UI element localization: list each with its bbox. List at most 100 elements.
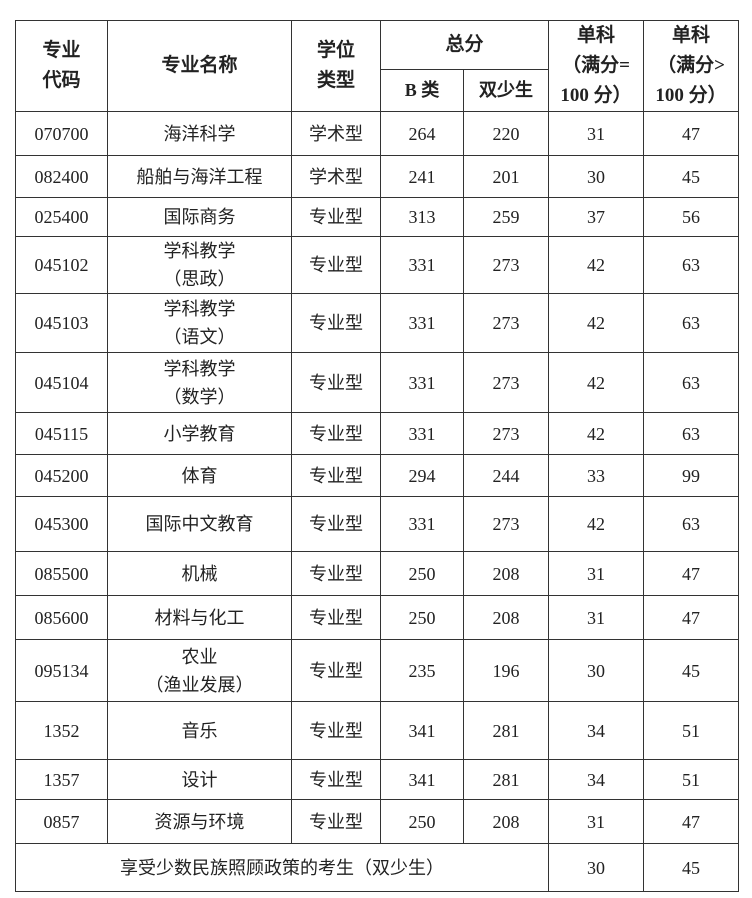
major-name: 海洋科学: [107, 111, 292, 156]
degree-type: 专业型: [291, 293, 381, 353]
total-sss: 208: [462, 799, 550, 844]
header-single-gt100: 单科 （满分> 100 分）: [643, 20, 740, 112]
major-name: 资源与环境: [107, 799, 292, 844]
total-b: 241: [380, 155, 464, 198]
single-gt100: 51: [643, 759, 740, 800]
single-gt100: 63: [643, 293, 740, 353]
degree-type: 专业型: [291, 551, 381, 596]
total-sss: 220: [462, 111, 550, 156]
single-gt100: 63: [643, 412, 740, 455]
major-name: 机械: [107, 551, 292, 596]
degree-type: 专业型: [291, 236, 381, 294]
major-code: 045102: [15, 236, 108, 294]
major-code: 085600: [15, 595, 108, 640]
single-gt100: 47: [643, 551, 740, 596]
total-b: 250: [380, 551, 464, 596]
degree-type: 专业型: [291, 454, 381, 497]
single-gt100: 51: [643, 701, 740, 760]
single-gt100: 63: [643, 496, 740, 552]
total-b: 331: [380, 496, 464, 552]
table-row: 1357 设计 专业型 341 281 34 51: [15, 759, 740, 800]
total-b: 264: [380, 111, 464, 156]
single-gt100: 47: [643, 595, 740, 640]
total-sss: 259: [462, 197, 550, 237]
table-row: 045115 小学教育 专业型 331 273 42 63: [15, 412, 740, 455]
major-code: 045115: [15, 412, 108, 455]
total-sss: 273: [462, 352, 550, 413]
total-b: 331: [380, 352, 464, 413]
single-gt100: 99: [643, 454, 740, 497]
degree-type: 学术型: [291, 111, 381, 156]
single-100: 31: [548, 551, 645, 596]
header-total-b: B 类: [380, 68, 464, 113]
header-total: 总分: [379, 20, 550, 70]
total-sss: 201: [462, 155, 550, 198]
major-code: 095134: [15, 639, 108, 702]
single-100: 30: [548, 639, 645, 702]
degree-type: 专业型: [291, 595, 381, 640]
score-table: 专业 代码 专业名称 学位 类型 总分 单科 （满分= 100 分） 单科 （满分> 100…: [14, 20, 740, 892]
major-name: 国际商务: [107, 197, 292, 237]
total-b: 250: [380, 799, 464, 844]
total-sss: 244: [462, 454, 550, 497]
total-sss: 281: [462, 759, 550, 800]
major-code: 1352: [15, 701, 108, 760]
header-code: 专业 代码: [15, 20, 108, 112]
total-b: 331: [380, 293, 464, 353]
total-b: 250: [380, 595, 464, 640]
major-name: 小学教育: [107, 412, 292, 455]
degree-type: 专业型: [291, 412, 381, 455]
degree-type: 专业型: [291, 352, 381, 413]
major-code: 045200: [15, 454, 108, 497]
table-row: 085600 材料与化工 专业型 250 208 31 47: [15, 595, 740, 640]
single-100: 42: [548, 496, 645, 552]
total-b: 235: [380, 639, 464, 702]
total-b: 341: [380, 759, 464, 800]
footer-label: 享受少数民族照顾政策的考生（双少生）: [14, 843, 550, 892]
major-code: 0857: [15, 799, 108, 844]
table-row: 045102 学科教学 （思政） 专业型 331 273 42 63: [15, 236, 740, 294]
degree-type: 学术型: [291, 155, 381, 198]
table-row: 045300 国际中文教育 专业型 331 273 42 63: [15, 496, 740, 552]
header-degree: 学位 类型: [291, 20, 381, 112]
major-code: 045103: [15, 293, 108, 353]
table-row: 045200 体育 专业型 294 244 33 99: [15, 454, 740, 497]
single-100: 37: [548, 197, 645, 237]
major-code: 045104: [15, 352, 108, 413]
major-name: 国际中文教育: [107, 496, 292, 552]
major-name: 体育: [107, 454, 292, 497]
total-sss: 273: [462, 293, 550, 353]
degree-type: 专业型: [291, 496, 381, 552]
major-name: 学科教学 （语文）: [107, 293, 292, 353]
total-sss: 196: [462, 639, 550, 702]
total-sss: 273: [462, 496, 550, 552]
single-100: 34: [548, 701, 645, 760]
header-single-100: 单科 （满分= 100 分）: [548, 20, 645, 112]
major-code: 045300: [15, 496, 108, 552]
table-row: 025400 国际商务 专业型 313 259 37 56: [15, 197, 740, 237]
major-name: 设计: [107, 759, 292, 800]
major-name: 音乐: [107, 701, 292, 760]
major-code: 082400: [15, 155, 108, 198]
major-code: 1357: [15, 759, 108, 800]
major-name: 学科教学 （数学）: [107, 352, 292, 413]
degree-type: 专业型: [291, 799, 381, 844]
single-100: 30: [548, 155, 645, 198]
major-code: 070700: [15, 111, 108, 156]
single-100: 42: [548, 352, 645, 413]
header-name: 专业名称: [107, 20, 292, 112]
degree-type: 专业型: [291, 639, 381, 702]
total-b: 341: [380, 701, 464, 760]
single-100: 31: [548, 595, 645, 640]
single-100: 31: [548, 111, 645, 156]
single-gt100: 45: [643, 155, 740, 198]
single-100: 42: [548, 236, 645, 294]
major-name: 船舶与海洋工程: [107, 155, 292, 198]
major-code: 085500: [15, 551, 108, 596]
degree-type: 专业型: [291, 701, 381, 760]
single-gt100: 63: [643, 352, 740, 413]
table-row: 045103 学科教学 （语文） 专业型 331 273 42 63: [15, 293, 740, 353]
table-row: 1352 音乐 专业型 341 281 34 51: [15, 701, 740, 760]
single-100: 42: [548, 412, 645, 455]
total-b: 313: [380, 197, 464, 237]
